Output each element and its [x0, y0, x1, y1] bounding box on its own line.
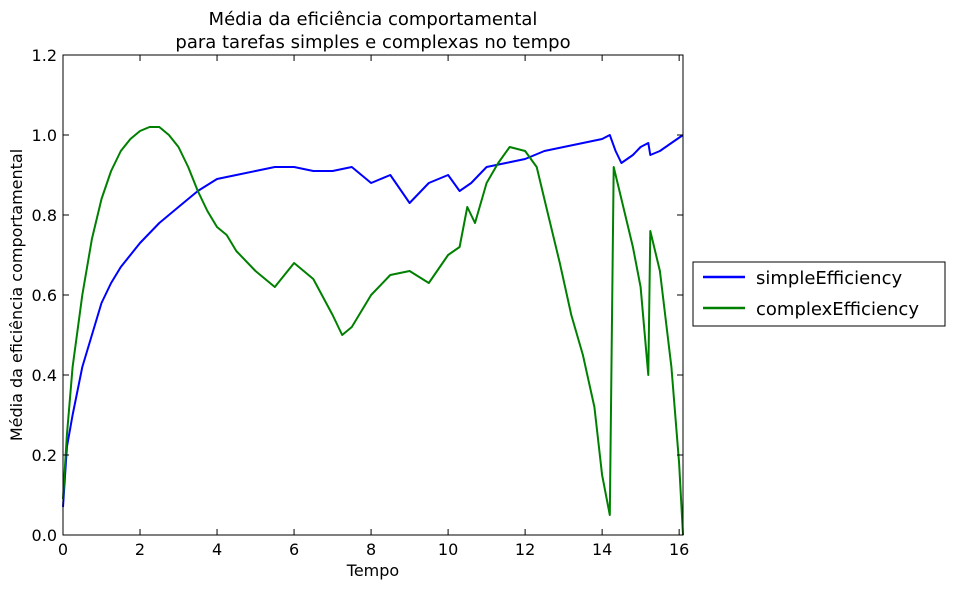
legend-box: [692, 261, 946, 327]
x-tick-label: 10: [438, 540, 458, 559]
legend: simpleEfficiency complexEfficiency: [692, 261, 946, 327]
series-line-complexEfficiency: [62, 126, 684, 536]
x-tick-label: 16: [669, 540, 689, 559]
y-tick-label: 0.0: [32, 526, 57, 545]
x-axis-label: Tempo: [346, 561, 399, 580]
x-tick-label: 6: [289, 540, 299, 559]
chart-title-line-2: para tarefas simples e complexas no temp…: [175, 32, 570, 53]
x-tick-label: 4: [212, 540, 222, 559]
y-tick-label: 1.2: [32, 46, 57, 65]
y-tick-label: 0.2: [32, 446, 57, 465]
x-tick-label: 0: [58, 540, 68, 559]
x-tick-label: 14: [592, 540, 612, 559]
x-tick-label: 8: [366, 540, 376, 559]
y-tick-label: 0.6: [32, 286, 57, 305]
y-tick-label: 1.0: [32, 126, 57, 145]
x-tick-label: 2: [135, 540, 145, 559]
x-axis: 0 2 4 6 8 10 12 14 16: [58, 55, 689, 559]
legend-label-simple: simpleEfficiency: [756, 268, 902, 289]
series-layer: [62, 126, 684, 536]
legend-label-complex: complexEfficiency: [756, 299, 919, 320]
x-tick-label: 12: [515, 540, 535, 559]
series-line-simpleEfficiency: [62, 134, 684, 508]
y-tick-label: 0.4: [32, 366, 57, 385]
y-axis: 0.0 0.2 0.4 0.6 0.8 1.0 1.2: [32, 46, 683, 545]
y-axis-label: Média da eficiência comportamental: [7, 149, 26, 441]
plot-area: 0 2 4 6 8 10 12 14 16 0.0 0.2 0.4 0.6 0.8 1.0 1.2: [32, 46, 690, 559]
chart-title-line-1: Média da eficiência comportamental: [209, 9, 538, 30]
y-tick-label: 0.8: [32, 206, 57, 225]
